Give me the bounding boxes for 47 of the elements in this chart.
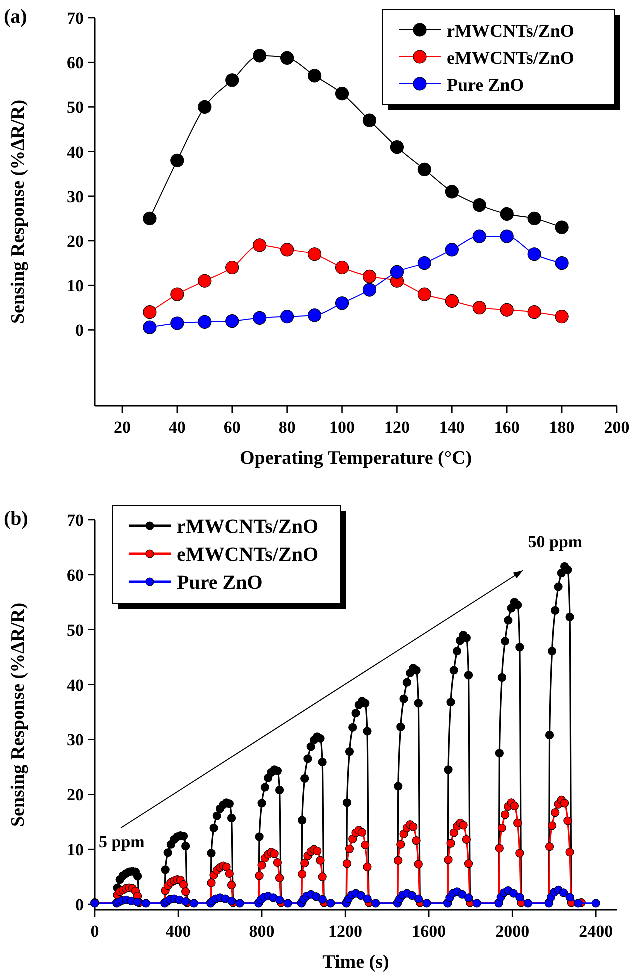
x-tick-label: 100	[330, 418, 356, 437]
legend-label: rMWCNTs/ZnO	[177, 516, 319, 538]
y-tick-label: 60	[67, 54, 84, 73]
y-axis-title: Sensing Response (%ΔR/R)	[8, 100, 29, 324]
legend-label: Pure ZnO	[177, 572, 263, 594]
y-tick-label: 50	[67, 620, 84, 640]
x-tick-label: 400	[166, 922, 192, 941]
y-tick-label: 70	[67, 511, 84, 530]
x-tick-label: 80	[278, 418, 296, 437]
x-tick-label: 120	[384, 418, 410, 437]
y-tick-label: 10	[67, 276, 84, 296]
x-tick-label: 1200	[328, 922, 363, 941]
legend-label: Pure ZnO	[447, 75, 524, 95]
y-tick-label: 70	[67, 9, 84, 28]
chart-title: (b)	[4, 508, 28, 530]
x-tick-label: 20	[114, 418, 131, 437]
y-tick-label: 0	[76, 321, 84, 340]
x-tick-label: 1600	[412, 922, 446, 941]
annotation: 50 ppm	[528, 532, 583, 552]
x-tick-label: 2400	[579, 922, 614, 941]
y-axis-title: Sensing Response (%ΔR/R)	[8, 602, 29, 828]
x-tick-label: 0	[90, 922, 100, 941]
y-tick-label: 40	[67, 676, 84, 695]
y-tick-label: 50	[67, 98, 84, 118]
x-tick-label: 180	[549, 418, 575, 437]
x-tick-label: 200	[604, 418, 630, 437]
x-axis-title: Time (s)	[322, 952, 390, 973]
y-tick-label: 30	[67, 187, 84, 206]
y-tick-label: 60	[67, 566, 84, 585]
y-tick-label: 20	[67, 786, 84, 805]
x-tick-label: 40	[168, 418, 186, 437]
x-tick-label: 800	[249, 922, 275, 941]
legend-label: eMWCNTs/ZnO	[177, 544, 319, 566]
y-tick-label: 40	[67, 142, 84, 162]
x-axis-title: Operating Temperature (°C)	[240, 448, 472, 469]
x-tick-label: 60	[224, 418, 241, 437]
x-tick-label: 160	[494, 418, 520, 437]
legend-label: eMWCNTs/ZnO	[447, 48, 574, 68]
chart-title: (a)	[4, 6, 28, 28]
x-tick-label: 140	[439, 418, 465, 437]
annotation: 5 ppm	[99, 832, 145, 852]
y-tick-label: 0	[76, 896, 84, 915]
y-tick-label: 20	[67, 232, 84, 251]
y-tick-label: 30	[67, 730, 84, 750]
legend-label: rMWCNTs/ZnO	[447, 21, 574, 41]
y-tick-label: 10	[67, 840, 84, 860]
x-tick-label: 2000	[496, 922, 530, 941]
